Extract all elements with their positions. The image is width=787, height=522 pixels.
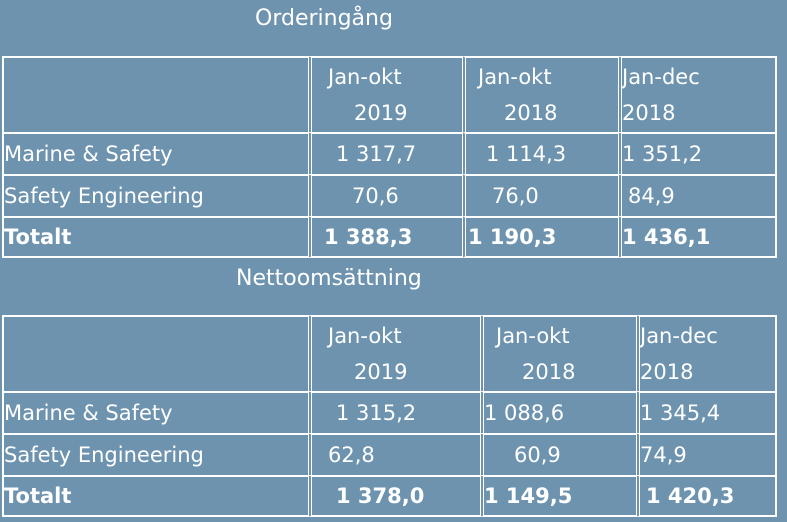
cell-value: 62,8 <box>308 433 480 475</box>
orders-col-header: Jan-okt 2018 <box>462 56 618 132</box>
row-label: Marine & Safety <box>2 391 308 433</box>
cell-value: 74,9 <box>636 433 777 475</box>
cell-value: 1 114,3 <box>462 132 618 174</box>
row-label: Totalt <box>2 475 308 517</box>
sales-header-row: Jan-okt 2019 Jan-okt 2018 Jan-dec 2018 <box>2 315 777 391</box>
row-label: Marine & Safety <box>2 132 308 174</box>
table-row-total: Totalt 1 378,0 1 149,5 1 420,3 <box>2 475 777 517</box>
cell-value: 1 351,2 <box>618 132 777 174</box>
cell-value: 1 388,3 <box>308 216 462 258</box>
cell-value: 1 345,4 <box>636 391 777 433</box>
table-row: Safety Engineering 70,6 76,0 84,9 <box>2 174 777 216</box>
cell-value: 1 378,0 <box>308 475 480 517</box>
orders-title: Orderingång <box>255 6 393 31</box>
sales-col-header: Jan-okt 2018 <box>480 315 636 391</box>
cell-value: 84,9 <box>618 174 777 216</box>
sales-header-empty <box>2 315 308 391</box>
cell-value: 1 190,3 <box>462 216 618 258</box>
orders-table: Jan-okt 2019 Jan-okt 2018 Jan-dec 2018 Mari… <box>2 56 777 258</box>
cell-value: 70,6 <box>308 174 462 216</box>
row-label: Totalt <box>2 216 308 258</box>
cell-value: 1 420,3 <box>636 475 777 517</box>
orders-header-row: Jan-okt 2019 Jan-okt 2018 Jan-dec 2018 <box>2 56 777 132</box>
orders-col-header: Jan-okt 2019 <box>308 56 462 132</box>
table-row: Marine & Safety 1 315,2 1 088,6 1 345,4 <box>2 391 777 433</box>
table-row-total: Totalt 1 388,3 1 190,3 1 436,1 <box>2 216 777 258</box>
cell-value: 1 317,7 <box>308 132 462 174</box>
orders-header-empty <box>2 56 308 132</box>
cell-value: 60,9 <box>480 433 636 475</box>
cell-value: 1 315,2 <box>308 391 480 433</box>
sales-col-header: Jan-okt 2019 <box>308 315 480 391</box>
sales-table: Jan-okt 2019 Jan-okt 2018 Jan-dec 2018 Mari… <box>2 315 777 517</box>
table-row: Marine & Safety 1 317,7 1 114,3 1 351,2 <box>2 132 777 174</box>
cell-value: 76,0 <box>462 174 618 216</box>
row-label: Safety Engineering <box>2 433 308 475</box>
cell-value: 1 436,1 <box>618 216 777 258</box>
cell-value: 1 149,5 <box>480 475 636 517</box>
row-label: Safety Engineering <box>2 174 308 216</box>
cell-value: 1 088,6 <box>480 391 636 433</box>
sales-col-header: Jan-dec 2018 <box>636 315 777 391</box>
sales-title: Nettoomsättning <box>236 266 422 291</box>
orders-col-header: Jan-dec 2018 <box>618 56 777 132</box>
table-row: Safety Engineering 62,8 60,9 74,9 <box>2 433 777 475</box>
